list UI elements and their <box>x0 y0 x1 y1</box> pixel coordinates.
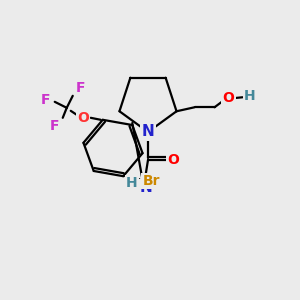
Text: F: F <box>41 93 50 107</box>
Text: O: O <box>167 153 179 167</box>
Text: H: H <box>244 89 255 103</box>
Text: N: N <box>142 124 154 140</box>
Text: Br: Br <box>142 174 160 188</box>
Text: O: O <box>77 111 89 125</box>
Text: N: N <box>140 181 152 196</box>
Text: O: O <box>223 91 235 105</box>
Text: F: F <box>50 119 59 133</box>
Text: H: H <box>126 176 138 190</box>
Text: F: F <box>76 81 86 95</box>
